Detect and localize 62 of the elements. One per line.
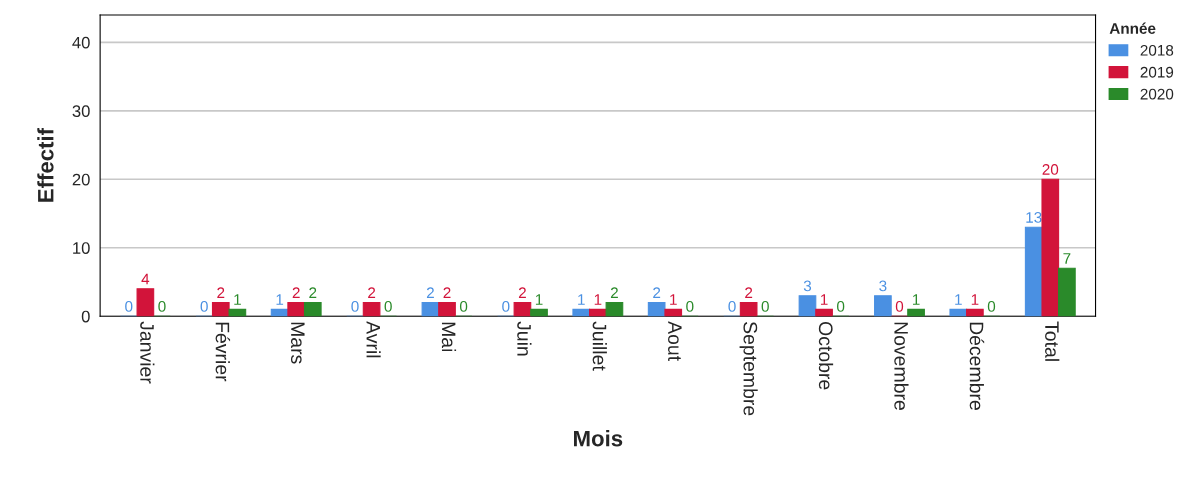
data-label: 0 (837, 301, 845, 312)
x-tick-label: Aout (668, 321, 682, 361)
data-label: 0 (686, 301, 694, 312)
y-tick-label: 20 (72, 173, 90, 186)
data-label: 1 (535, 294, 543, 305)
x-tick-label: Novembre (894, 322, 909, 410)
data-label: 1 (820, 294, 828, 305)
y-tick-label: 0 (81, 310, 90, 323)
data-label: 2 (745, 287, 753, 298)
data-label: 2 (292, 287, 300, 298)
y-tick-label: 10 (73, 242, 90, 254)
y-tick-label: 30 (72, 105, 90, 118)
data-label: 2 (426, 287, 434, 298)
data-label: 0 (125, 301, 133, 312)
data-label: 0 (728, 301, 736, 312)
data-label: 0 (987, 301, 996, 312)
data-label: 2 (610, 287, 618, 298)
legend-title: Année (1109, 22, 1156, 34)
x-tick-label: Mars (290, 322, 305, 364)
data-label: 2 (653, 287, 661, 298)
data-label: 0 (502, 301, 510, 312)
y-tick-label: 40 (72, 36, 90, 49)
data-label: 0 (158, 301, 166, 312)
data-label: 1 (971, 294, 979, 305)
data-label: 1 (594, 294, 602, 305)
data-label: 1 (670, 294, 677, 305)
data-label: 2 (309, 287, 317, 298)
data-label: 2 (368, 287, 376, 298)
data-label: 4 (141, 273, 150, 285)
x-tick-label: Décembre (969, 322, 985, 410)
legend-label: 2018 (1140, 44, 1174, 56)
x-tick-label: Mai (441, 322, 457, 352)
x-tick-label: Septembre (739, 321, 758, 416)
x-tick-label: Juin (517, 321, 532, 356)
x-tick-label: Avril (366, 321, 381, 358)
data-label: 7 (1063, 253, 1071, 264)
x-tick-label: Total (1045, 321, 1060, 361)
data-label: 1 (276, 294, 284, 305)
data-label: 1 (912, 294, 920, 305)
x-tick-label: Octobre (818, 322, 834, 390)
data-label: 3 (879, 280, 887, 292)
data-label: 0 (459, 301, 468, 312)
legend-label: 2019 (1140, 66, 1174, 78)
data-label: 1 (955, 294, 962, 305)
data-label: 2 (518, 287, 526, 298)
data-label: 2 (443, 287, 451, 298)
data-label: 0 (895, 301, 904, 312)
legend-label: 2020 (1140, 88, 1174, 100)
data-label: 0 (351, 301, 359, 312)
data-label: 0 (761, 301, 769, 312)
data-label: 1 (578, 294, 585, 305)
data-label: 0 (384, 301, 392, 312)
x-tick-label: Février (215, 322, 231, 382)
data-label: 1 (234, 294, 241, 305)
data-label: 3 (803, 280, 812, 292)
x-tick-label: Janvier (140, 321, 155, 384)
y-axis-title: Effectif (37, 127, 54, 202)
x-tick-label: Juillet (592, 321, 607, 371)
x-axis-title: Mois (574, 430, 623, 447)
data-label: 20 (1042, 164, 1059, 175)
data-label: 2 (217, 287, 225, 298)
data-label: 0 (200, 301, 208, 312)
